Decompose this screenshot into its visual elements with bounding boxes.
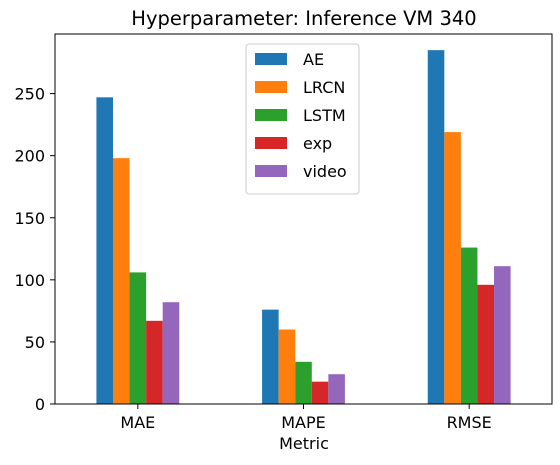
x-tick-label: RMSE: [447, 413, 492, 432]
legend-swatch-video: [255, 165, 287, 177]
bar-video-mape: [328, 374, 345, 404]
bar-exp-mape: [311, 381, 329, 404]
y-tick-label: 150: [14, 209, 45, 228]
y-tick-label: 0: [35, 395, 45, 414]
legend: AE LRCN LSTM exp video: [245, 43, 360, 195]
legend-swatch-lrcn: [255, 81, 287, 93]
x-axis-label: Metric: [279, 434, 329, 453]
axes-layer: MAE MAPE RMSE 0 50 100 150 200 250: [14, 33, 553, 432]
bar-ae-rmse: [427, 50, 445, 404]
bar-ae-mae: [96, 97, 113, 404]
legend-label-lrcn: LRCN: [303, 78, 345, 97]
legend-swatch-exp: [255, 137, 287, 149]
bar-lstm-rmse: [460, 247, 478, 404]
bar-lstm-mae: [129, 272, 147, 404]
plot-frame: [54, 33, 553, 405]
y-tick-label: 250: [14, 85, 45, 104]
x-tick-label: MAPE: [281, 413, 326, 432]
y-tick-label: 50: [25, 333, 45, 352]
bar-video-mae: [162, 302, 180, 404]
legend-label-video: video: [303, 162, 347, 181]
y-tick-label: 100: [14, 271, 45, 290]
legend-swatch-ae: [255, 53, 287, 65]
bar-lrcn-mae: [112, 158, 130, 404]
legend-swatch-lstm: [255, 109, 287, 121]
bar-lrcn-rmse: [444, 132, 461, 404]
bar-lrcn-mape: [278, 329, 296, 404]
legend-label-ae: AE: [303, 50, 324, 69]
bar-exp-mae: [146, 320, 163, 404]
legend-label-lstm: LSTM: [303, 106, 346, 125]
chart-title: Hyperparameter: Inference VM 340: [131, 7, 476, 30]
bars-layer: [96, 50, 511, 404]
bar-lstm-mape: [295, 361, 312, 404]
bar-exp-rmse: [477, 284, 495, 404]
legend-label-exp: exp: [303, 134, 332, 153]
y-tick-label: 200: [14, 147, 45, 166]
bar-ae-mape: [262, 309, 279, 404]
x-tick-label: MAE: [120, 413, 155, 432]
bar-video-rmse: [494, 266, 511, 404]
